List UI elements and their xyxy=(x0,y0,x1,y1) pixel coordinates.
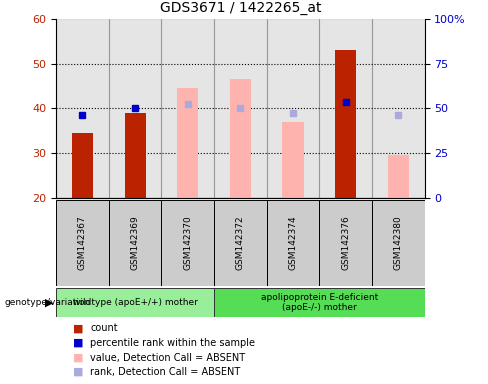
Text: count: count xyxy=(90,323,118,333)
Text: GSM142380: GSM142380 xyxy=(394,215,403,270)
Bar xyxy=(124,113,145,198)
Text: GSM142374: GSM142374 xyxy=(288,215,298,270)
Text: ■: ■ xyxy=(73,323,83,333)
Bar xyxy=(214,200,266,286)
Text: GSM142372: GSM142372 xyxy=(236,215,245,270)
Text: GSM142376: GSM142376 xyxy=(341,215,350,270)
Text: GSM142370: GSM142370 xyxy=(183,215,192,270)
Text: value, Detection Call = ABSENT: value, Detection Call = ABSENT xyxy=(90,353,245,362)
Bar xyxy=(266,19,319,198)
Bar xyxy=(388,156,409,198)
Bar xyxy=(266,200,319,286)
Text: percentile rank within the sample: percentile rank within the sample xyxy=(90,338,255,348)
Text: ■: ■ xyxy=(73,367,83,377)
Bar xyxy=(372,200,425,286)
Bar xyxy=(283,122,304,198)
Text: GSM142367: GSM142367 xyxy=(78,215,87,270)
Text: apolipoprotein E-deficient
(apoE-/-) mother: apolipoprotein E-deficient (apoE-/-) mot… xyxy=(261,293,378,312)
Title: GDS3671 / 1422265_at: GDS3671 / 1422265_at xyxy=(160,2,321,15)
Bar xyxy=(56,200,109,286)
Bar xyxy=(319,19,372,198)
Text: ■: ■ xyxy=(73,353,83,362)
Bar xyxy=(162,19,214,198)
Bar xyxy=(72,133,93,198)
Bar xyxy=(230,79,251,198)
Bar xyxy=(319,200,372,286)
Bar xyxy=(177,88,198,198)
Bar xyxy=(56,19,109,198)
Bar xyxy=(335,50,356,198)
Bar xyxy=(214,288,425,317)
Text: ■: ■ xyxy=(73,338,83,348)
Text: GSM142369: GSM142369 xyxy=(131,215,140,270)
Bar xyxy=(162,200,214,286)
Bar xyxy=(372,19,425,198)
Text: ▶: ▶ xyxy=(45,297,54,308)
Text: genotype/variation: genotype/variation xyxy=(5,298,91,307)
Bar xyxy=(109,200,162,286)
Text: wildtype (apoE+/+) mother: wildtype (apoE+/+) mother xyxy=(73,298,198,307)
Bar xyxy=(56,288,214,317)
Bar xyxy=(214,19,266,198)
Text: rank, Detection Call = ABSENT: rank, Detection Call = ABSENT xyxy=(90,367,241,377)
Bar xyxy=(109,19,162,198)
